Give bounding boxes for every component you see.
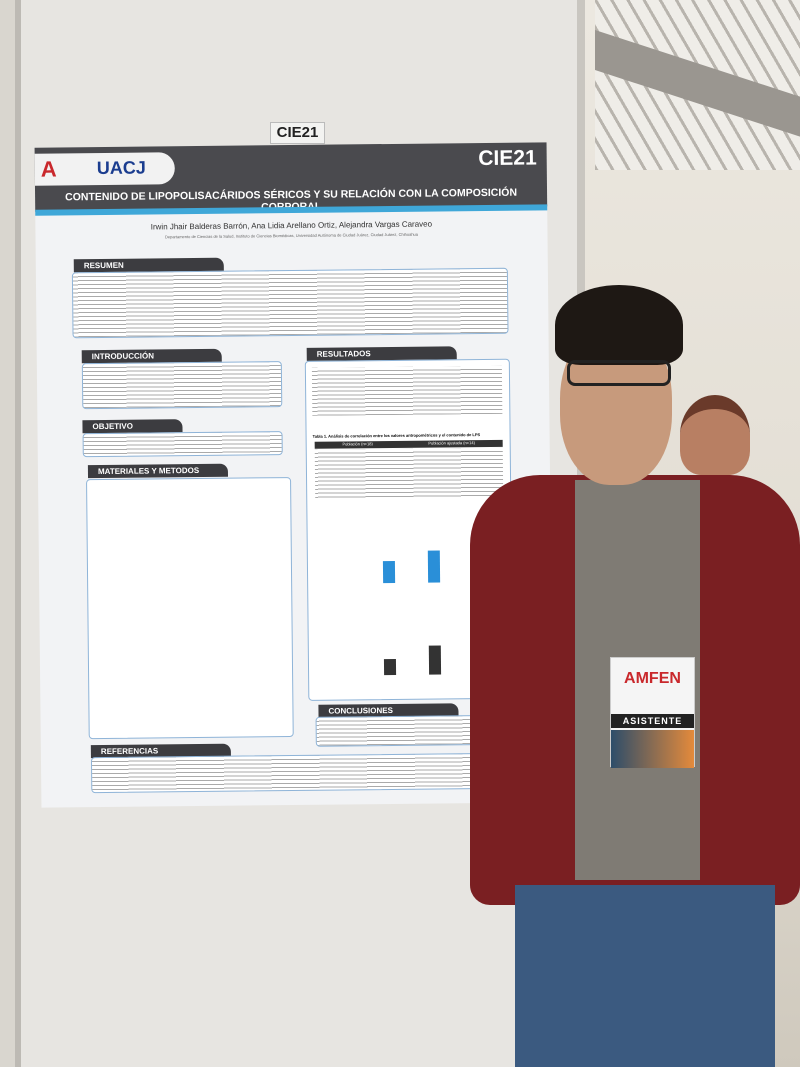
chart-bar (382, 560, 396, 584)
section-materiales: MATERIALES Y METODOS (87, 463, 229, 479)
badge-logo: AMFEN (624, 670, 681, 687)
resumen-text (71, 267, 509, 339)
hair (555, 285, 683, 365)
conference-logo: A (40, 156, 57, 182)
university-logo: A UACJ (34, 152, 175, 186)
chart-bar (383, 658, 397, 676)
chart-bar (428, 645, 442, 675)
attendee-badge: AMFEN ASISTENTE (610, 657, 695, 768)
referencias-text (90, 752, 512, 794)
objetivo-text (82, 431, 283, 458)
poster-code: CIE21 (478, 146, 537, 171)
introduccion-text (81, 361, 283, 410)
presenter: AMFEN ASISTENTE (470, 285, 800, 1067)
jeans (515, 885, 775, 1067)
chart-bar (427, 550, 441, 583)
methods-flowchart (86, 477, 294, 740)
badge-artwork (611, 730, 694, 768)
table-header-col: Población (n=18) (342, 441, 373, 447)
table-header-col: Población ajustada (n=14) (428, 440, 475, 446)
logo-text: UACJ (96, 157, 146, 179)
glasses (567, 360, 671, 386)
section-objetivo: OBJETIVO (82, 419, 183, 434)
booth-label: CIE21 (270, 122, 325, 144)
badge-role: ASISTENTE (611, 714, 694, 728)
